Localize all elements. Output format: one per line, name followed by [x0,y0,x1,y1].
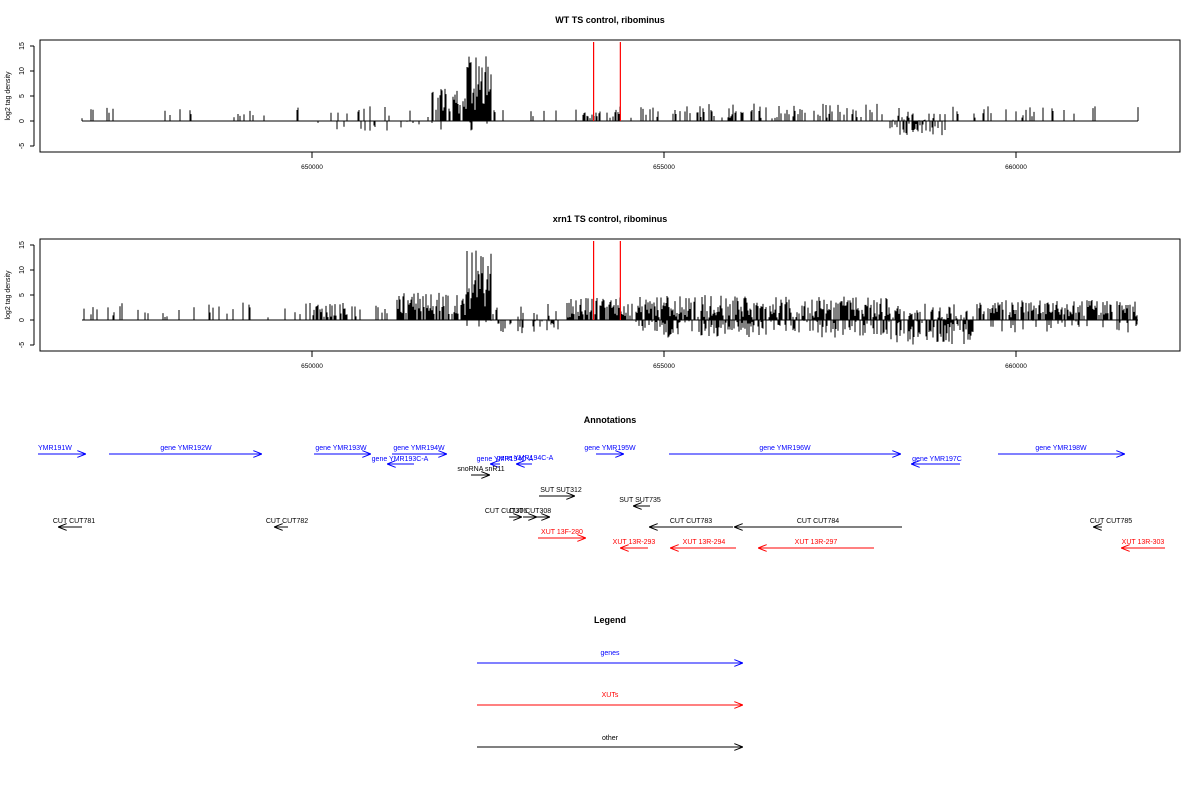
annotation-label: SUT SUT735 [619,497,661,504]
wt-bars [81,56,1139,136]
wt-x-axis: 650000 655000 660000 [301,152,1027,171]
legend-label: other [602,735,619,742]
xrn1-ytick-label: 15 [19,241,26,249]
xrn1-xtick-label: 650000 [301,363,323,370]
annotation-label: XUT 13R-303 [1122,539,1165,546]
xrn1-ytick-label: -5 [19,342,26,348]
legend-entry-xuts: XUTs [477,692,743,705]
annotation-label: XUT 13F-280 [541,529,583,536]
xrn1-x-axis: 650000 655000 660000 [301,351,1027,370]
annotation-label: XUT 13R-297 [795,539,838,546]
legend-entry-other: other [477,735,743,747]
xrn1-ytick-label: 0 [19,318,26,322]
gene-track: YMR191W gene YMR192W gene YMR193W gene Y… [38,445,1125,464]
xrn1-bars [83,250,1138,345]
xrn1-marker-lines [592,241,621,320]
wt-ytick-label: 0 [19,119,26,123]
annotation-label: gene YMR196W [759,445,811,452]
annotation-label: SUT SUT312 [540,487,582,494]
xrn1-y-axis-label: log2 tag density [5,270,12,320]
annotation-label: gene YMR193C-A [372,456,429,463]
wt-ytick-label: 10 [19,67,26,75]
legend: Legend genes XUTs other [477,615,743,747]
wt-ytick-label: -5 [19,143,26,149]
annotation-label: CUT CUT784 [797,518,839,525]
annotation-label: gene YMR197C [912,456,962,463]
wt-ytick-label: 5 [19,94,26,98]
wt-xtick-label: 660000 [1005,164,1027,171]
annotation-label: CUT CUT306 [485,508,527,515]
xrn1-xtick-label: 660000 [1005,363,1027,370]
legend-entry-genes: genes [477,650,743,663]
wt-marker-lines [592,42,621,121]
annotation-label: CUT CUT308 [509,508,551,515]
annotation-label: gene YMR194C-A [497,455,554,462]
wt-y-axis: 15 10 5 0 -5 [19,42,35,149]
wt-ytick-label: 15 [19,42,26,50]
xrn1-ytick-label: 5 [19,293,26,297]
annotation-label: gene YMR195W [584,445,636,452]
wt-xtick-label: 650000 [301,164,323,171]
annotations-panel: Annotations YMR191W gene YMR192W gene YM… [38,415,1165,548]
wt-y-axis-label: log2 tag density [5,71,12,121]
xut-track: XUT 13F-280 XUT 13R-293 XUT 13R-294 XUT … [538,529,1165,548]
annotation-label: CUT CUT785 [1090,518,1132,525]
xrn1-panel: xrn1 TS control, ribominus log2 tag dens… [5,214,1181,370]
wt-plot-frame [39,39,1181,153]
legend-label: genes [600,650,620,657]
annotation-label: XUT 13R-294 [683,539,726,546]
xrn1-y-axis: 15 10 5 0 -5 [19,241,35,348]
other-track: snoRNA snR11 SUT SUT312 SUT SUT735 CUT C… [53,466,1132,527]
annotation-label: gene YMR198W [1035,445,1087,452]
annotation-label: CUT CUT781 [53,518,95,525]
annotation-label: gene YMR193W [315,445,367,452]
annotations-title: Annotations [584,415,637,425]
annotation-label: gene YMR192W [160,445,212,452]
wt-panel-title: WT TS control, ribominus [555,15,665,25]
annotation-label: snoRNA snR11 [457,466,504,473]
annotation-label: CUT CUT782 [266,518,308,525]
xrn1-xtick-label: 655000 [653,363,675,370]
annotation-label: CUT CUT783 [670,518,712,525]
legend-label: XUTs [602,692,619,699]
xrn1-plot-frame [39,238,1181,352]
annotation-label: XUT 13R-293 [613,539,656,546]
annotation-label: YMR191W [38,445,72,452]
wt-xtick-label: 655000 [653,164,675,171]
xrn1-panel-title: xrn1 TS control, ribominus [553,214,668,224]
wt-panel: WT TS control, ribominus log2 tag densit… [5,15,1181,171]
legend-title: Legend [594,615,626,625]
annotation-label: gene YMR194W [393,445,445,452]
annotation-label: gene YMR194C-A [477,456,534,463]
xrn1-ytick-label: 10 [19,266,26,274]
